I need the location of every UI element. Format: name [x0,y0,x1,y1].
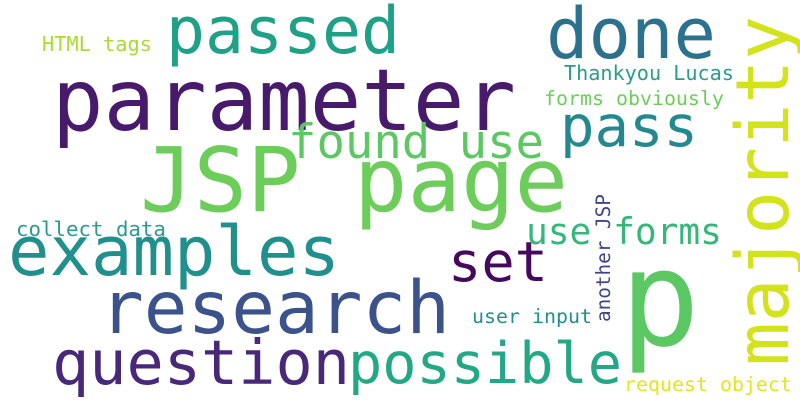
word-forms-obviously: forms obviously [544,87,724,111]
word-done: done [546,0,716,75]
word-user-input: user input [472,305,592,329]
word-thankyou-lucas: Thankyou Lucas [564,60,734,85]
word-set: set [448,231,548,296]
word-majority: majority [722,16,800,366]
word-passed: passed [166,0,400,69]
word-html-tags: HTML tags [42,31,152,56]
word-question: question [52,327,350,400]
word-collect-data: collect data [16,216,166,241]
word-another-jsp: another JSP [592,194,615,322]
word-research: research [100,266,450,351]
word-found-use: found use [288,115,544,171]
word-pass: pass [560,93,698,161]
word-parameter: parameter [52,52,516,152]
word-jsp-page: JSP page [140,128,568,232]
word-examples: examples [8,211,340,292]
word-possible: possible [348,330,622,397]
word-p: p [620,222,700,377]
word-request-object: request object [624,373,792,397]
word-use-forms: use forms [526,209,722,253]
